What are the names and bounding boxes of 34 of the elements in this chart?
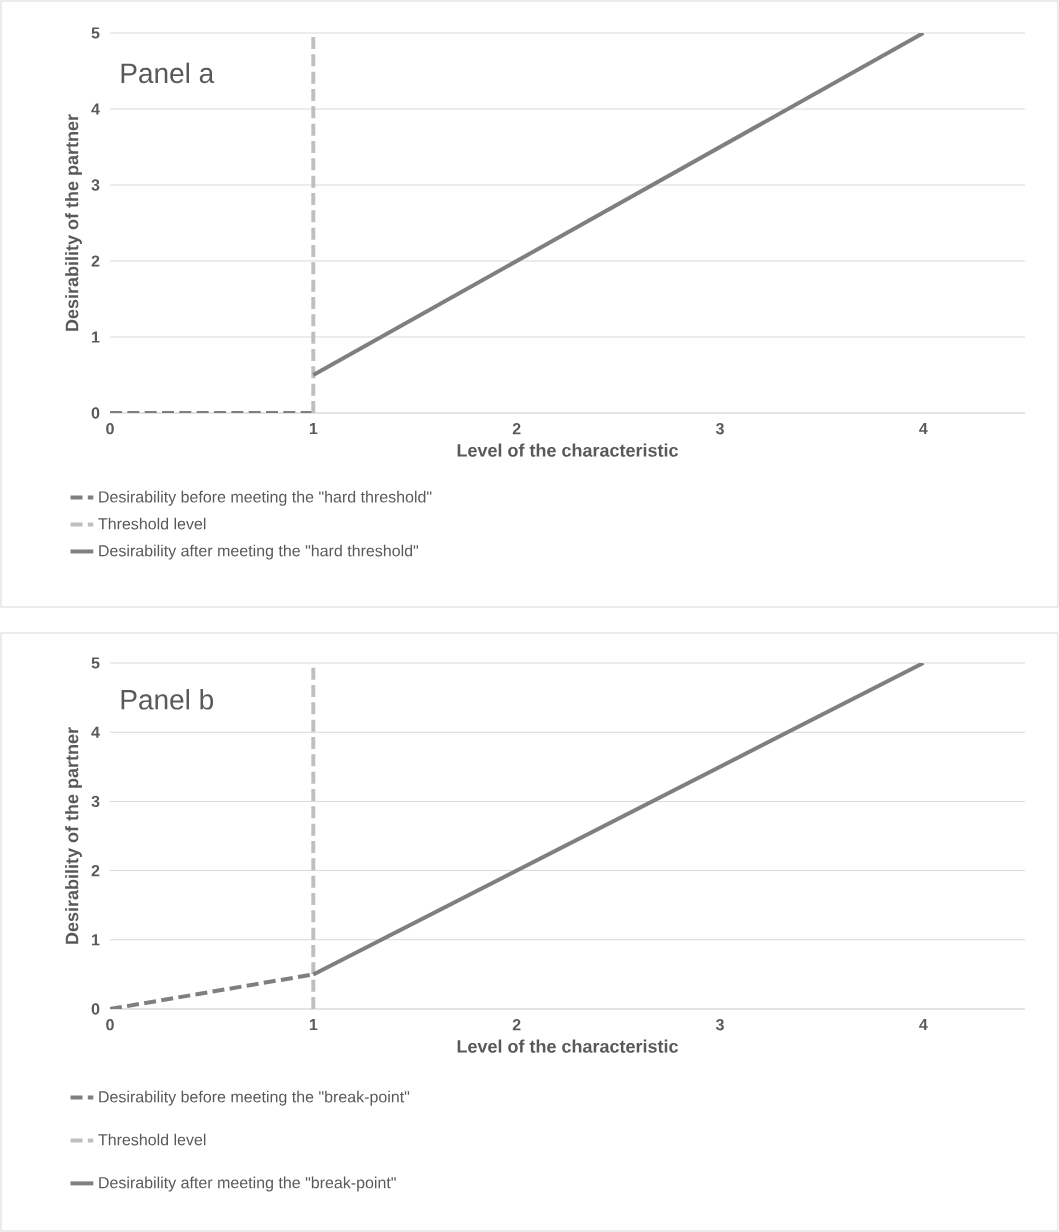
x-tick-label: 0	[106, 1019, 114, 1031]
legend-label: Desirability after meeting the "break-point"	[99, 1176, 396, 1192]
y-tick-label: 2	[91, 865, 100, 877]
y-tick-label: 4	[91, 726, 100, 738]
annotation: Panel b	[121, 689, 214, 710]
y-tick-label: 1	[92, 331, 100, 343]
y-tick-label: 5	[91, 27, 100, 39]
annotation: Panel a	[121, 62, 215, 84]
y-axis-title: Desirability of the partner	[65, 114, 82, 331]
x-tick-label: 4	[919, 423, 928, 435]
legend-label: Threshold level	[98, 517, 206, 530]
legend-label: Desirability before meeting the "hard threshold"	[99, 490, 432, 506]
y-tick-label: 5	[91, 657, 100, 669]
y-tick-label: 3	[91, 179, 100, 191]
x-tick-label: 2	[512, 1019, 521, 1031]
x-tick-label: 2	[512, 423, 521, 435]
y-tick-label: 0	[91, 407, 100, 419]
x-tick-label: 1	[309, 423, 318, 435]
x-tick-label: 1	[309, 1019, 318, 1031]
y-tick-label: 1	[92, 934, 100, 946]
y-tick-label: 3	[91, 795, 100, 808]
y-tick-label: 4	[91, 103, 100, 115]
x-tick-label: 3	[715, 423, 724, 435]
legend-label: Desirability before meeting the "break-point"	[99, 1090, 410, 1106]
x-axis-title: Level of the characteristic	[457, 1039, 678, 1053]
legend-label: Threshold level	[98, 1133, 206, 1146]
x-tick-label: 3	[715, 1019, 724, 1031]
x-tick-label: 0	[106, 423, 114, 435]
x-tick-label: 4	[919, 1019, 928, 1031]
x-axis-title: Level of the characteristic	[457, 443, 678, 457]
y-axis-title: Desirability of the partner	[65, 727, 82, 944]
legend-label: Desirability after meeting the "hard threshold"	[99, 544, 419, 560]
y-tick-label: 2	[91, 255, 100, 267]
y-tick-label: 0	[91, 1003, 100, 1015]
